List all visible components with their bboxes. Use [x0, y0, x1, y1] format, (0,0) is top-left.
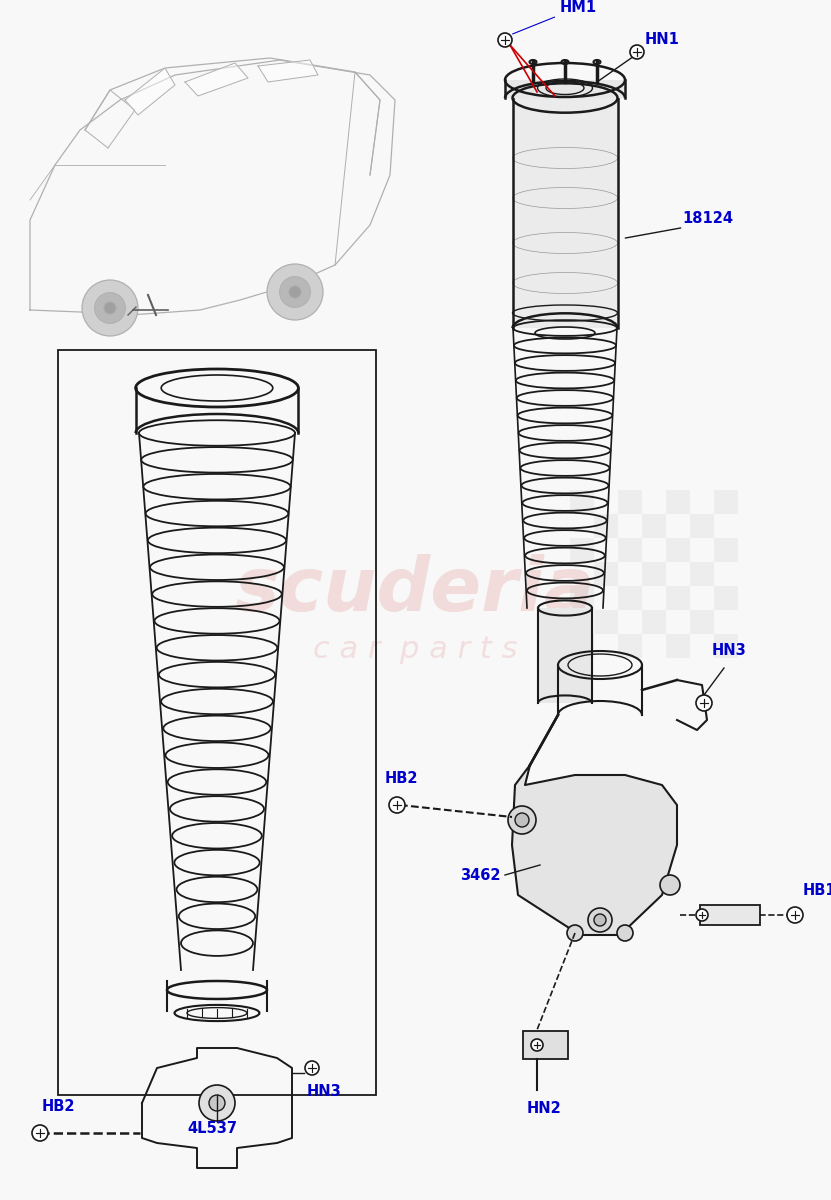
Text: scuderia: scuderia	[234, 553, 595, 626]
Bar	[690, 610, 714, 634]
Text: 18124: 18124	[682, 211, 734, 226]
Circle shape	[305, 1061, 319, 1075]
Text: c a r  p a r t s: c a r p a r t s	[312, 636, 517, 665]
Text: 4L537: 4L537	[187, 1121, 237, 1136]
Text: HN3: HN3	[712, 643, 747, 658]
Polygon shape	[125, 68, 175, 115]
Bar	[58, 350, 376, 1094]
Text: HN3: HN3	[307, 1084, 342, 1099]
Bar	[642, 514, 666, 538]
Bar	[538, 608, 592, 703]
Text: HM1: HM1	[513, 0, 597, 34]
Circle shape	[82, 280, 138, 336]
Bar	[642, 562, 666, 586]
Circle shape	[660, 875, 680, 895]
Polygon shape	[512, 766, 677, 935]
Circle shape	[279, 276, 311, 307]
Circle shape	[588, 908, 612, 932]
Bar	[570, 490, 594, 514]
Circle shape	[531, 1039, 543, 1051]
Bar	[714, 538, 738, 562]
Circle shape	[32, 1126, 48, 1141]
Bar	[570, 538, 594, 562]
Text: 3462: 3462	[460, 868, 500, 883]
Circle shape	[515, 814, 529, 827]
Bar	[700, 905, 760, 925]
Circle shape	[267, 264, 323, 320]
Text: HB2: HB2	[42, 1099, 76, 1114]
Bar	[618, 634, 642, 658]
Circle shape	[95, 293, 125, 323]
Polygon shape	[185, 62, 248, 96]
Circle shape	[498, 32, 512, 47]
Bar	[594, 610, 618, 634]
Bar	[594, 562, 618, 586]
Bar	[714, 490, 738, 514]
Bar	[714, 634, 738, 658]
Bar	[666, 634, 690, 658]
Circle shape	[630, 44, 644, 59]
Bar	[690, 514, 714, 538]
Circle shape	[594, 914, 606, 926]
Circle shape	[104, 302, 116, 314]
Circle shape	[289, 286, 301, 298]
Text: HN2: HN2	[527, 1102, 562, 1116]
Circle shape	[696, 695, 712, 710]
Bar	[594, 514, 618, 538]
Text: HB1: HB1	[803, 883, 831, 898]
Polygon shape	[258, 60, 318, 82]
Bar	[642, 610, 666, 634]
Bar	[714, 586, 738, 610]
Text: HN1: HN1	[645, 32, 680, 47]
Bar	[618, 538, 642, 562]
Bar	[690, 562, 714, 586]
Circle shape	[617, 925, 633, 941]
Circle shape	[508, 806, 536, 834]
Bar	[570, 634, 594, 658]
Bar	[666, 538, 690, 562]
Circle shape	[787, 907, 803, 923]
Circle shape	[199, 1085, 235, 1121]
Circle shape	[209, 1094, 225, 1111]
Bar	[666, 586, 690, 610]
Bar	[618, 490, 642, 514]
Circle shape	[696, 910, 708, 922]
Bar	[666, 490, 690, 514]
Bar	[618, 586, 642, 610]
Bar	[505, 80, 625, 98]
Bar	[570, 586, 594, 610]
Circle shape	[389, 797, 405, 814]
Bar	[513, 98, 617, 328]
Circle shape	[567, 925, 583, 941]
Bar	[523, 1031, 568, 1058]
Text: HB2: HB2	[385, 770, 419, 786]
